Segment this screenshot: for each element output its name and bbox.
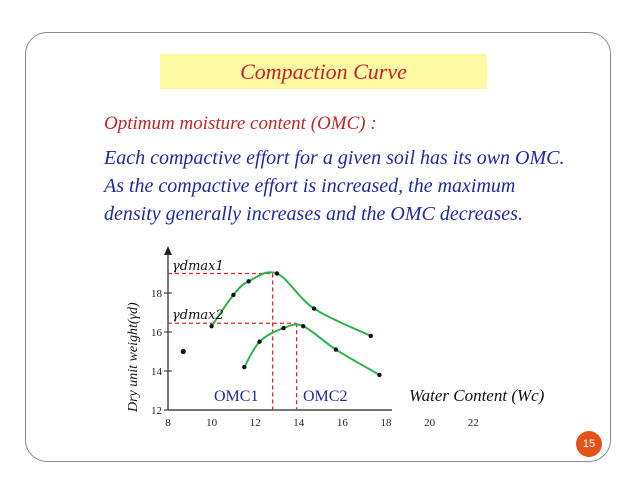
page-number-badge: 15	[576, 431, 602, 457]
title-banner: Compaction Curve	[160, 54, 487, 89]
subheading: Optimum moisture content (OMC) :	[104, 113, 377, 134]
slide-title: Compaction Curve	[240, 58, 407, 84]
slide-frame	[25, 32, 611, 462]
body-line-2: As the compactive effort is increased, t…	[104, 175, 516, 197]
body-line-1: Each compactive effort for a given soil …	[104, 147, 565, 169]
body-line-3: density generally increases and the OMC …	[104, 203, 523, 225]
